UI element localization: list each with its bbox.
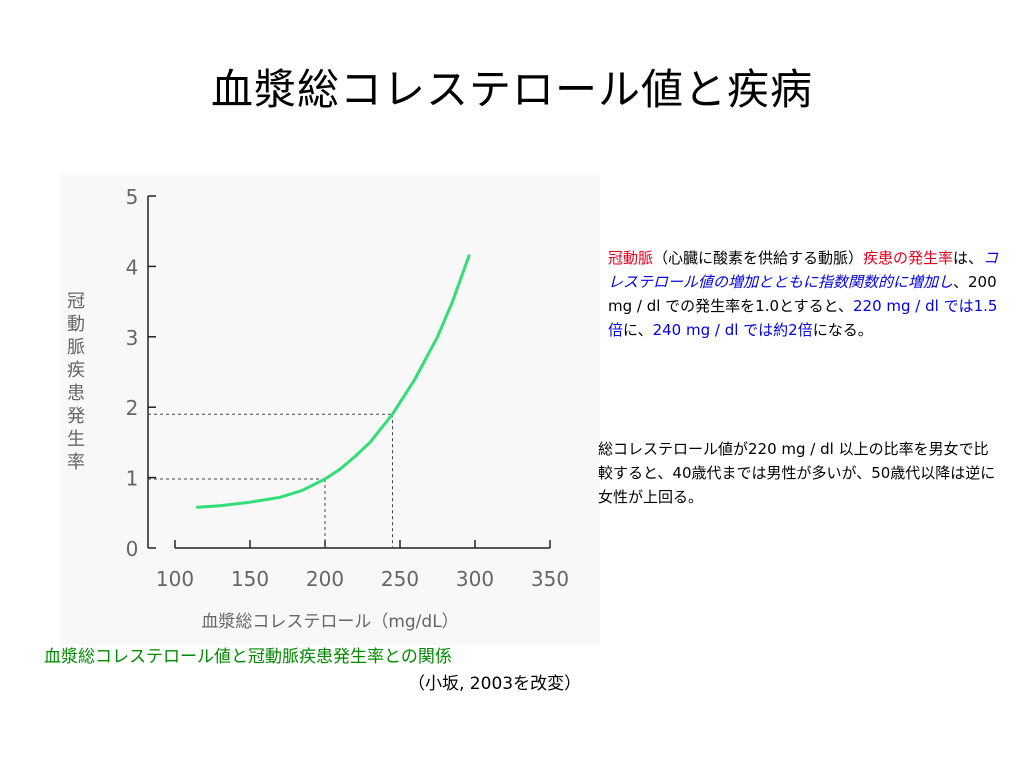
x-tick-label: 300 xyxy=(456,567,494,591)
note1-220: 220 mg / dl では1.5倍 xyxy=(608,297,998,339)
note1-rate: 疾患の発生率 xyxy=(863,249,954,267)
note1-term: 冠動脈 xyxy=(608,249,654,267)
y-tick-label: 2 xyxy=(126,396,139,420)
note1-exponential: コレステロール値の増加とともに指数関数的に増加し xyxy=(608,249,999,291)
y-tick-label: 1 xyxy=(126,467,139,491)
chart-panel xyxy=(60,175,600,645)
note-gender: 総コレステロール値が220 mg / dl 以上の比率を男女で比較すると、40歳… xyxy=(598,440,996,506)
y-tick-label: 4 xyxy=(126,255,139,279)
figure-citation: （小坂, 2003を改変） xyxy=(408,674,582,694)
note1-wa: は、 xyxy=(953,249,984,267)
y-tick-label: 0 xyxy=(126,537,139,561)
x-tick-label: 100 xyxy=(156,567,194,591)
note1-240: 240 mg / dl では約2倍 xyxy=(652,321,813,339)
note1-ni: に、 xyxy=(623,321,653,339)
line-chart: 0 1 2 3 4 5 100 150 200 250 300 350 血漿総コレステロール（mg/dL… xyxy=(67,185,569,632)
y-tick-label: 5 xyxy=(126,185,139,209)
x-tick-label: 200 xyxy=(306,567,344,591)
x-tick-label: 350 xyxy=(531,567,569,591)
note-incidence: 冠動脈（心臓に酸素を供給する動脈）疾患の発生率は、コレステロール値の増加とともに… xyxy=(608,246,1003,342)
x-axis-title: 血漿総コレステロール（mg/dL） xyxy=(201,612,458,632)
note1-end: になる。 xyxy=(812,321,873,339)
y-axis-title: 冠動脈疾患発生率 xyxy=(67,291,85,473)
x-tick-label: 250 xyxy=(381,567,419,591)
x-tick-label: 150 xyxy=(231,567,269,591)
note1-paren: （心臓に酸素を供給する動脈） xyxy=(653,249,864,267)
note1-base: 、200 mg / dl での発生率を1.0とすると、 xyxy=(608,273,997,315)
figure-caption: 血漿総コレステロール値と冠動脈疾患発生率との関係 xyxy=(44,647,452,667)
slide-title: 血漿総コレステロール値と疾病 xyxy=(210,65,813,114)
incidence-curve xyxy=(196,254,471,509)
y-tick-label: 3 xyxy=(126,326,139,350)
